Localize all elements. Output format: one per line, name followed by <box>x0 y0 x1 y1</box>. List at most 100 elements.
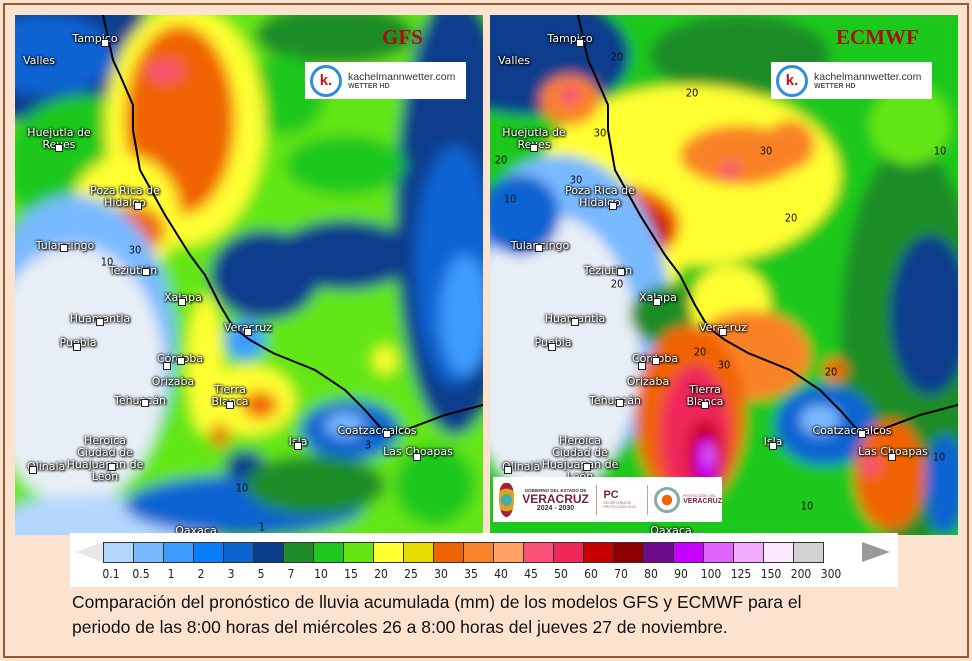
gov-line1: GOBIERNO DEL ESTADO DE <box>524 487 587 493</box>
legend-tick-label: 3 <box>227 567 235 581</box>
kachelmann-logo-icon: k. <box>776 64 808 97</box>
city-marker <box>383 430 391 438</box>
legend-tick-label: 300 <box>820 567 842 581</box>
civil-protection-icon <box>654 486 681 513</box>
legend-swatch <box>254 543 284 562</box>
legend-tick-label: 10 <box>314 567 328 581</box>
city-label-huajuapan: Heroica Ciudad de Huajuapan de León <box>541 434 619 483</box>
contour-value-label: 10 <box>800 499 814 513</box>
watermark-site: kachelmannwetter.com <box>348 70 456 83</box>
gfs-rain-field <box>15 15 483 535</box>
city-label-huajuapan: Heroica Ciudad de Huajuapan de León <box>66 434 144 483</box>
model-label-ecmwf: ECMWF <box>836 25 919 49</box>
legend-swatch <box>374 543 404 562</box>
city-label-pozarica: Poza Rica de Hidalgo <box>565 184 635 209</box>
contour-value-label: 30 <box>128 243 142 257</box>
caption-line-2: periodo de las 8:00 horas del miércoles … <box>72 617 728 637</box>
city-marker <box>888 453 896 461</box>
city-marker <box>96 318 104 326</box>
ecmwf-rainfall-map: ECMWF k. kachelmannwetter.com WETTER HD … <box>490 15 958 535</box>
legend-tick-label: 7 <box>287 567 295 581</box>
city-marker <box>719 328 727 336</box>
pcv-small: PROTECCIÓN CIVIL <box>683 494 717 498</box>
contour-value-label: 20 <box>693 345 707 359</box>
city-marker <box>163 362 171 370</box>
caption-line-1: Comparación del pronóstico de lluvia acu… <box>72 592 802 612</box>
city-marker <box>504 466 512 474</box>
city-marker <box>142 268 150 276</box>
city-label-tampico: Tampico <box>72 32 118 45</box>
rainfall-color-legend: 0.1 0.5 1 2 3 5 7 10 15 20 25 30 35 40 45 50 60 70 80 90 100… <box>70 533 898 587</box>
city-marker <box>548 343 556 351</box>
city-marker <box>29 466 37 474</box>
legend-tick-label: 150 <box>760 567 782 581</box>
city-label-pozarica: Poza Rica de Hidalgo <box>90 184 160 209</box>
city-label-coatzacoalcos: Coatzacoalcos <box>812 424 892 437</box>
legend-tick-label: 1 <box>167 567 175 581</box>
legend-tick-label: 70 <box>614 567 628 581</box>
contour-value-label: 1 <box>258 520 266 534</box>
city-marker <box>73 343 81 351</box>
city-label-laschoapas: Las Choapas <box>383 445 453 458</box>
legend-arrow-right <box>862 542 890 562</box>
contour-value-label: 30 <box>759 144 773 158</box>
legend-swatch <box>224 543 254 562</box>
contour-value-label: 30 <box>717 358 731 372</box>
city-marker <box>108 463 116 471</box>
watermark-site: kachelmannwetter.com <box>814 70 922 83</box>
city-marker <box>858 430 866 438</box>
legend-swatch <box>794 543 823 562</box>
city-label-xalapa: Xalapa <box>164 292 202 304</box>
contour-value-label: 3 <box>364 438 372 452</box>
city-marker <box>226 401 234 409</box>
city-label-valles: Valles <box>498 54 531 67</box>
city-marker <box>769 442 777 450</box>
city-marker <box>413 453 421 461</box>
legend-tick-label: 60 <box>584 567 598 581</box>
legend-color-bar <box>103 542 824 563</box>
city-label-veracruz: Veracruz <box>699 322 747 334</box>
kachelmann-watermark: k. kachelmannwetter.com WETTER HD <box>771 62 932 99</box>
city-marker <box>571 318 579 326</box>
city-label-coatzacoalcos: Coatzacoalcos <box>337 424 417 437</box>
legend-tick-label: 90 <box>674 567 688 581</box>
legend-tick-label: 45 <box>524 567 538 581</box>
city-label-isla: Isla <box>764 436 783 448</box>
pcv-big: VERACRUZ <box>683 498 722 505</box>
city-label-orizaba: Orizaba <box>626 375 670 388</box>
legend-arrow-left <box>75 542 103 562</box>
contour-value-label: 10 <box>932 450 946 464</box>
city-label-veracruz: Veracruz <box>224 322 272 334</box>
legend-tick-label: 0.5 <box>132 567 150 581</box>
watermark-sub: WETTER HD <box>814 82 856 90</box>
gov-years: 2024 - 2030 <box>536 504 575 512</box>
city-label-tampico: Tampico <box>547 32 593 45</box>
legend-tick-label: 80 <box>644 567 658 581</box>
legend-tick-label: 5 <box>257 567 265 581</box>
city-marker <box>134 202 142 210</box>
legend-tick-label: 20 <box>374 567 388 581</box>
contour-value-label: 20 <box>494 153 508 167</box>
city-label-isla: Isla <box>289 436 308 448</box>
contour-value-label: 20 <box>685 86 699 100</box>
gov-state: VERACRUZ <box>522 491 589 506</box>
city-marker <box>60 244 68 252</box>
city-marker <box>609 202 617 210</box>
legend-swatch <box>674 543 704 562</box>
legend-swatch <box>554 543 584 562</box>
legend-swatch <box>524 543 554 562</box>
legend-tick-label: 50 <box>554 567 568 581</box>
city-marker <box>652 357 660 365</box>
city-marker <box>55 144 63 152</box>
city-marker <box>530 144 538 152</box>
city-label-tehuacan: Tehuacán <box>588 394 642 407</box>
city-marker <box>576 39 584 47</box>
contour-value-label: 10 <box>933 144 947 158</box>
city-marker <box>178 298 186 306</box>
city-marker <box>294 442 302 450</box>
city-label-puebla: Puebla <box>535 337 572 349</box>
contour-value-label: 20 <box>610 277 624 291</box>
contour-value-label: 30 <box>593 126 607 140</box>
legend-swatch <box>614 543 644 562</box>
legend-swatch <box>704 543 734 562</box>
